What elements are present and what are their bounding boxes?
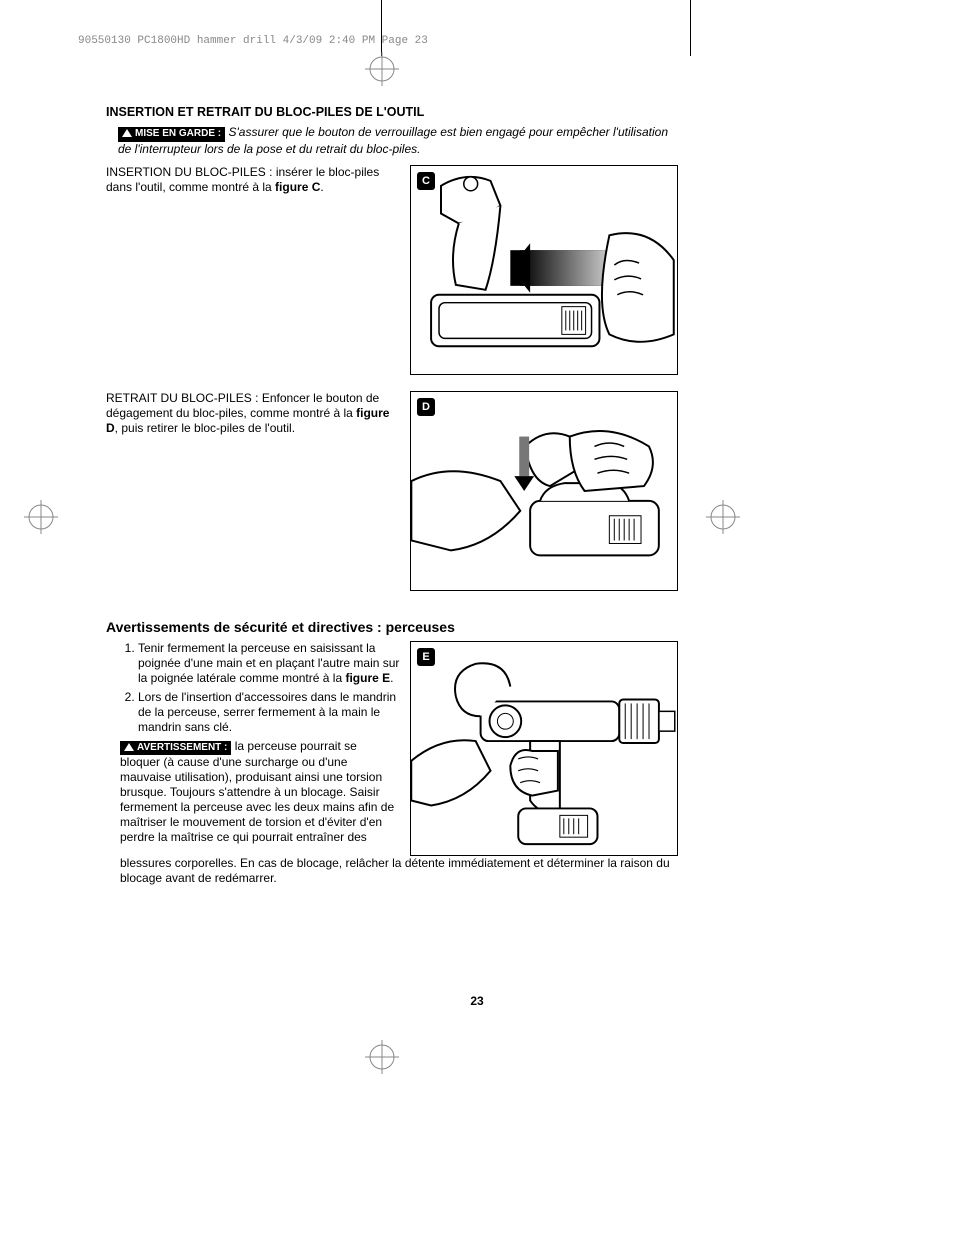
page-number: 23 — [0, 994, 954, 1008]
figure-c: C — [410, 165, 678, 375]
registration-mark-icon — [365, 1040, 399, 1074]
header-metadata: 90550130 PC1800HD hammer drill 4/3/09 2:… — [78, 35, 428, 47]
caution-paragraph: MISE EN GARDE : S'assurer que le bouton … — [118, 125, 678, 157]
figure-c-illustration — [411, 166, 677, 374]
figure-e-illustration — [411, 642, 677, 855]
warning-paragraph-part2: blessures corporelles. En cas de blocage… — [120, 856, 678, 886]
warning-paragraph-part1: AVERTISSEMENT : la perceuse pourrait se … — [120, 739, 400, 846]
registration-mark-icon — [365, 52, 399, 86]
crop-mark — [690, 0, 691, 56]
remove-paragraph: RETRAIT DU BLOC-PILES : Enfoncer le bout… — [106, 391, 400, 591]
registration-mark-icon — [24, 500, 58, 534]
crop-mark — [381, 0, 382, 56]
section-title: Avertissements de sécurité et directives… — [106, 619, 678, 635]
section-title: INSERTION ET RETRAIT DU BLOC-PILES DE L'… — [106, 105, 678, 119]
insert-paragraph: INSERTION DU BLOC-PILES : insérer le blo… — [106, 165, 400, 375]
figure-d-illustration — [411, 392, 677, 590]
list-item: Tenir fermement la perceuse en saisissan… — [138, 641, 400, 686]
list-item: Lors de l'insertion d'accessoires dans l… — [138, 690, 400, 735]
figure-label: E — [417, 648, 435, 666]
figure-label: C — [417, 172, 435, 190]
figure-e: E — [410, 641, 678, 856]
warning-badge: AVERTISSEMENT : — [120, 741, 231, 756]
page-content: INSERTION ET RETRAIT DU BLOC-PILES DE L'… — [106, 105, 678, 886]
safety-text-column: Tenir fermement la perceuse en saisissan… — [106, 641, 400, 856]
registration-mark-icon — [706, 500, 740, 534]
caution-badge: MISE EN GARDE : — [118, 127, 225, 142]
figure-label: D — [417, 398, 435, 416]
figure-d: D — [410, 391, 678, 591]
